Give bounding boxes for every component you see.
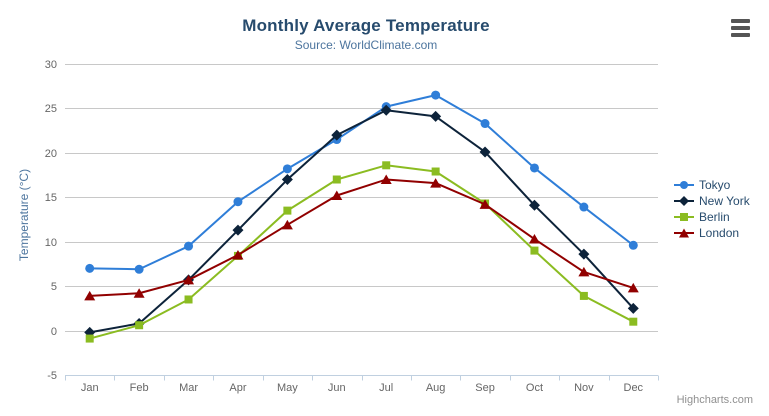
point-london-jan[interactable] [84,290,96,301]
point-london-may[interactable] [281,219,293,230]
point-berlin-jun[interactable] [332,175,341,184]
point-london-sep[interactable] [479,199,491,209]
point-tokyo-nov[interactable] [579,202,589,212]
series-line-tokyo [88,94,635,271]
legend-item-london[interactable]: London [674,225,750,241]
point-berlin-feb[interactable] [135,321,144,330]
x-axis-label: May [277,382,298,394]
point-new-york-jul[interactable] [380,104,392,116]
y-axis-label: -5 [47,370,57,382]
legend-label: Berlin [699,210,730,224]
point-tokyo-jan[interactable] [85,263,95,273]
point-new-york-jun[interactable] [331,129,343,141]
point-london-oct[interactable] [528,234,540,244]
x-axis-label: Jul [379,382,393,394]
point-new-york-apr[interactable] [232,224,244,236]
point-berlin-dec[interactable] [629,317,638,326]
legend-label: New York [699,194,750,208]
x-axis-label: Apr [229,382,246,394]
export-menu-button[interactable] [731,19,750,37]
point-tokyo-apr[interactable] [233,197,243,207]
hamburger-icon [731,33,750,37]
x-axis-label: Oct [526,382,543,394]
chart-title: Monthly Average Temperature [242,16,490,35]
point-new-york-sep[interactable] [479,146,491,158]
point-new-york-aug[interactable] [430,110,442,122]
point-tokyo-mar[interactable] [184,241,194,251]
point-berlin-mar[interactable] [184,295,193,304]
x-axis-label: Feb [130,382,149,394]
point-london-apr[interactable] [232,250,244,260]
diamond-legend-marker-icon [674,196,694,206]
point-london-jul[interactable] [380,174,392,185]
x-axis-label: Mar [179,382,198,394]
y-axis-label: 10 [45,237,57,249]
hamburger-icon [731,26,750,30]
legend: Tokyo New York Berlin London [674,177,750,241]
point-london-aug[interactable] [430,178,442,188]
y-axis-label: 25 [45,103,57,115]
point-berlin-jul[interactable] [382,161,391,170]
legend-item-new-york[interactable]: New York [674,193,750,209]
hamburger-icon [731,19,750,23]
x-axis-label: Jan [81,382,99,394]
x-axis-label: Jun [328,382,346,394]
point-tokyo-may[interactable] [282,164,292,174]
credits-link[interactable]: Highcharts.com [676,394,753,406]
legend-item-tokyo[interactable]: Tokyo [674,177,750,193]
point-berlin-jan[interactable] [85,334,94,343]
point-new-york-may[interactable] [281,174,293,186]
point-berlin-aug[interactable] [431,167,440,176]
series-line-new-york [88,109,635,334]
point-tokyo-feb[interactable] [134,264,144,274]
y-axis-label: 15 [45,192,57,204]
legend-label: London [699,226,740,240]
x-axis-label: Sep [475,382,495,394]
point-tokyo-aug[interactable] [431,90,441,100]
point-berlin-oct[interactable] [530,246,539,255]
point-tokyo-dec[interactable] [628,240,638,250]
x-axis-label: Dec [624,382,644,394]
point-london-feb[interactable] [133,288,145,298]
x-axis-label: Nov [574,382,594,394]
point-tokyo-sep[interactable] [480,119,490,129]
x-axis-label: Aug [426,382,446,394]
square-legend-marker-icon [674,213,694,221]
y-axis-label: 0 [51,326,57,338]
point-berlin-nov[interactable] [579,291,588,300]
series-line-berlin [88,164,635,340]
series-line-london [88,178,635,297]
point-berlin-may[interactable] [283,206,292,215]
point-new-york-dec[interactable] [627,302,639,314]
legend-label: Tokyo [699,178,731,192]
point-new-york-nov[interactable] [578,248,590,260]
point-london-mar[interactable] [183,274,195,285]
legend-item-berlin[interactable]: Berlin [674,209,750,225]
point-london-jun[interactable] [331,190,343,201]
y-axis-label: 5 [51,281,57,293]
point-london-dec[interactable] [627,282,639,293]
circle-legend-marker-icon [674,181,694,189]
y-axis-label: 30 [45,59,57,71]
point-tokyo-oct[interactable] [529,163,539,173]
chart-subtitle: Source: WorldClimate.com [294,38,438,52]
point-london-nov[interactable] [578,266,590,277]
y-axis-label: 20 [45,148,57,160]
triangle-legend-marker-icon [674,228,694,238]
point-new-york-oct[interactable] [528,199,540,211]
